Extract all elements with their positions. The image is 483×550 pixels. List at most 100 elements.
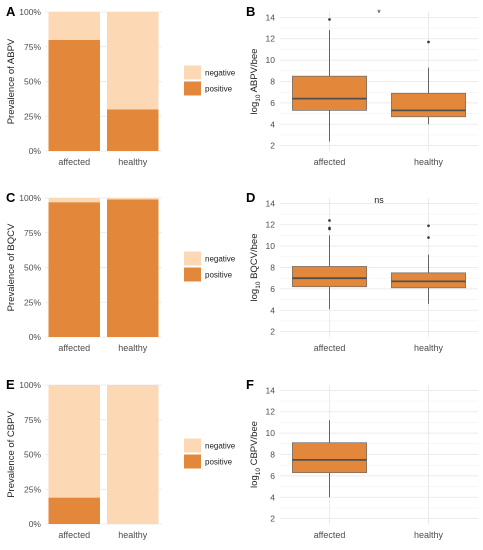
y-tick-label: 2 xyxy=(270,327,275,337)
bar-negative xyxy=(107,198,159,200)
y-tick-label: 8 xyxy=(270,263,275,273)
y-axis-label: log10 ABPV/bee xyxy=(249,49,262,115)
y-tick-label: 25% xyxy=(24,297,41,307)
bar-negative xyxy=(48,198,100,203)
legend-label-positive: positive xyxy=(205,85,233,94)
x-tick-label: affected xyxy=(314,343,346,353)
y-axis-label: log10 BQCV/bee xyxy=(249,234,262,302)
significance-annotation: * xyxy=(377,8,381,18)
panel-label: A xyxy=(6,4,16,19)
x-tick-label: healthy xyxy=(118,343,148,353)
legend-swatch-negative xyxy=(184,251,201,266)
outlier-point xyxy=(427,224,430,228)
bar-positive xyxy=(48,202,100,337)
y-tick-label: 4 xyxy=(270,492,275,502)
y-axis-label: Prevalence of ABPV xyxy=(6,38,17,124)
y-axis-label-main: log xyxy=(249,102,260,115)
y-tick-label: 4 xyxy=(270,305,275,315)
y-axis-label-main: log xyxy=(249,289,260,302)
outlier-point xyxy=(328,18,331,21)
y-tick-label: 100% xyxy=(19,380,41,390)
y-axis-label-sub: 10 xyxy=(255,468,262,476)
y-tick-label: 2 xyxy=(270,141,275,151)
y-tick-label: 10 xyxy=(266,241,276,251)
y-tick-label: 14 xyxy=(266,198,276,208)
x-tick-label: healthy xyxy=(118,157,148,167)
bar-positive xyxy=(48,497,100,524)
y-axis-label: log10 CBPV/bee xyxy=(249,421,262,488)
y-axis-label: Prevalence of BQCV xyxy=(6,223,17,311)
panel-label: D xyxy=(246,190,255,205)
y-tick-label: 10 xyxy=(266,55,276,65)
y-tick-label: 100% xyxy=(19,7,41,17)
outlier-point xyxy=(328,219,331,222)
x-tick-label: affected xyxy=(58,343,90,353)
y-tick-label: 50% xyxy=(24,77,41,87)
y-tick-label: 14 xyxy=(266,385,276,395)
y-tick-label: 12 xyxy=(266,220,276,230)
box-affected xyxy=(292,266,367,288)
x-tick-label: affected xyxy=(314,157,346,167)
y-tick-label: 0% xyxy=(29,146,42,156)
y-tick-label: 6 xyxy=(270,471,275,481)
bar-positive xyxy=(107,109,159,151)
box-healthy xyxy=(391,92,466,118)
y-tick-label: 10 xyxy=(266,428,276,438)
legend-swatch-positive xyxy=(184,267,201,282)
x-tick-label: affected xyxy=(58,530,90,540)
y-tick-label: 50% xyxy=(24,450,41,460)
bar-negative xyxy=(48,12,100,40)
significance-annotation: ns xyxy=(374,195,384,205)
chart-panel-c: 0% 25% 50% 75% 100% affected healthy Prevalence… xyxy=(6,190,236,353)
x-tick-label: healthy xyxy=(414,157,444,167)
box-affected xyxy=(292,442,367,474)
box-healthy xyxy=(391,272,466,289)
y-tick-label: 12 xyxy=(266,34,276,44)
bar-negative xyxy=(107,385,159,524)
x-tick-label: healthy xyxy=(414,530,444,540)
y-axis-label-main: log xyxy=(249,475,260,488)
y-axis-label-sub: 10 xyxy=(255,94,262,102)
legend-label-negative: negative xyxy=(205,255,236,264)
legend-swatch-negative xyxy=(184,438,201,453)
y-tick-label: 6 xyxy=(270,284,275,294)
y-tick-label: 14 xyxy=(266,12,276,22)
x-tick-label: affected xyxy=(58,157,90,167)
box-affected xyxy=(292,75,367,111)
legend-label-negative: negative xyxy=(205,69,236,78)
panel-label: C xyxy=(6,190,16,205)
panel-label: E xyxy=(6,377,15,392)
legend-label-positive: positive xyxy=(205,271,233,280)
panel-label: F xyxy=(246,377,254,392)
x-tick-label: affected xyxy=(314,530,346,540)
chart-panel-e: 0% 25% 50% 75% 100% affected healthy Prevalence… xyxy=(6,377,236,540)
y-tick-label: 8 xyxy=(270,77,275,87)
legend-label-negative: negative xyxy=(205,442,236,451)
y-axis-label-sub: 10 xyxy=(255,281,262,289)
panel-label: B xyxy=(246,4,255,19)
bar-positive xyxy=(48,39,100,151)
chart-panel-a: 0% 25% 50% 75% 100% affected healthy Prevalence… xyxy=(6,4,236,167)
y-tick-label: 0% xyxy=(29,519,42,529)
y-axis-label-rest: CBPV/bee xyxy=(249,421,260,468)
y-axis-label-rest: ABPV/bee xyxy=(249,49,260,95)
legend-swatch-negative xyxy=(184,65,201,80)
y-tick-label: 75% xyxy=(24,42,41,52)
bar-positive xyxy=(107,199,159,337)
legend-swatch-positive xyxy=(184,81,201,96)
y-tick-label: 2 xyxy=(270,514,275,524)
outlier-point xyxy=(427,236,430,239)
legend-swatch-positive xyxy=(184,454,201,469)
y-tick-label: 75% xyxy=(24,228,41,238)
legend-label-positive: positive xyxy=(205,458,233,467)
y-tick-label: 75% xyxy=(24,415,41,425)
y-tick-label: 4 xyxy=(270,119,275,129)
y-tick-label: 25% xyxy=(24,484,41,494)
y-tick-label: 25% xyxy=(24,111,41,121)
bar-negative xyxy=(48,385,100,498)
y-tick-label: 12 xyxy=(266,407,276,417)
outlier-point xyxy=(328,226,331,230)
